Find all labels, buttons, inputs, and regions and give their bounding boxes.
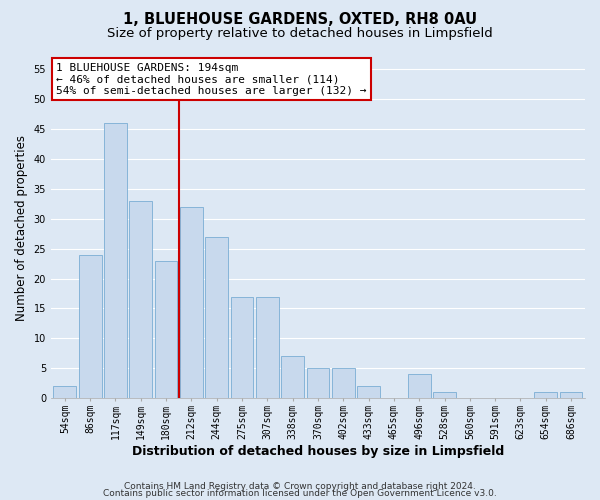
Bar xyxy=(281,356,304,398)
Text: Size of property relative to detached houses in Limpsfield: Size of property relative to detached ho… xyxy=(107,28,493,40)
Text: Contains HM Land Registry data © Crown copyright and database right 2024.: Contains HM Land Registry data © Crown c… xyxy=(124,482,476,491)
Bar xyxy=(230,296,253,398)
Text: Contains public sector information licensed under the Open Government Licence v3: Contains public sector information licen… xyxy=(103,489,497,498)
Text: 1 BLUEHOUSE GARDENS: 194sqm
← 46% of detached houses are smaller (114)
54% of se: 1 BLUEHOUSE GARDENS: 194sqm ← 46% of det… xyxy=(56,62,367,96)
Bar xyxy=(408,374,431,398)
Bar xyxy=(130,201,152,398)
Bar xyxy=(357,386,380,398)
Y-axis label: Number of detached properties: Number of detached properties xyxy=(15,135,28,321)
Bar xyxy=(433,392,456,398)
Bar xyxy=(205,237,228,398)
Bar xyxy=(332,368,355,398)
Bar xyxy=(79,254,101,398)
Bar xyxy=(53,386,76,398)
Bar xyxy=(180,207,203,398)
Bar xyxy=(155,260,178,398)
X-axis label: Distribution of detached houses by size in Limpsfield: Distribution of detached houses by size … xyxy=(132,444,504,458)
Bar xyxy=(104,123,127,398)
Bar xyxy=(535,392,557,398)
Bar xyxy=(256,296,279,398)
Bar xyxy=(307,368,329,398)
Bar xyxy=(560,392,583,398)
Text: 1, BLUEHOUSE GARDENS, OXTED, RH8 0AU: 1, BLUEHOUSE GARDENS, OXTED, RH8 0AU xyxy=(123,12,477,28)
